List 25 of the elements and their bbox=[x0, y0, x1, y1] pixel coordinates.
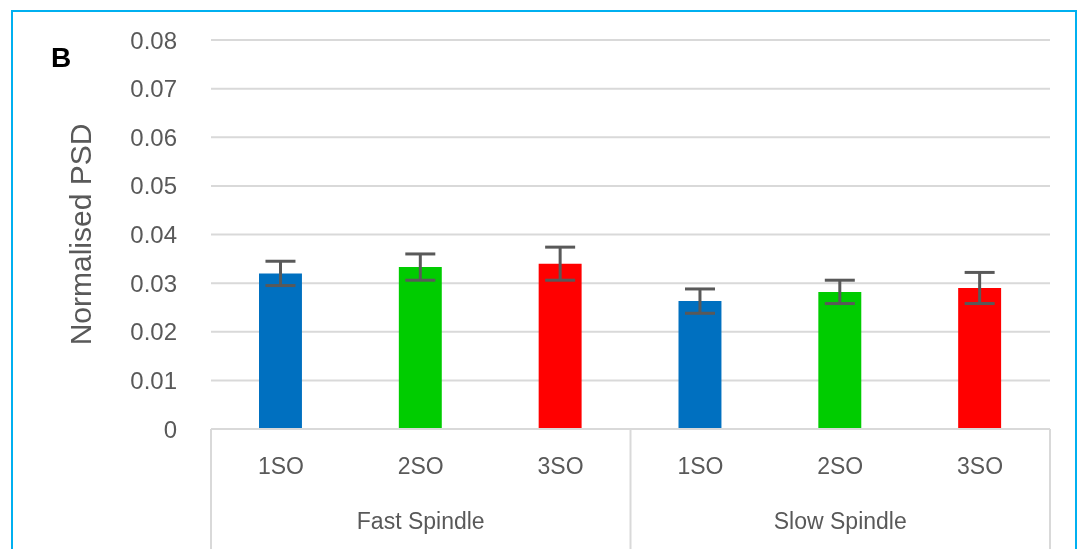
series-label: 3SO bbox=[537, 453, 584, 479]
y-tick-label: 0 bbox=[163, 415, 177, 443]
y-tick-label: 0.02 bbox=[130, 318, 177, 346]
y-tick-label: 0.08 bbox=[130, 26, 177, 54]
series-label: 2SO bbox=[397, 453, 444, 479]
y-tick-label: 0.06 bbox=[130, 123, 177, 151]
x-tick-label: Slow Spindle bbox=[773, 508, 907, 534]
bar bbox=[259, 273, 302, 429]
y-axis-title: Normalised PSD bbox=[63, 123, 97, 346]
y-tick-label: 0.05 bbox=[130, 172, 177, 200]
y-tick-label: 0.03 bbox=[130, 269, 177, 297]
y-tick-label: 0.04 bbox=[130, 221, 177, 249]
text: 1SO bbox=[677, 453, 724, 479]
text: 3SO bbox=[957, 453, 1004, 479]
text: 2SO bbox=[817, 453, 864, 479]
bar bbox=[958, 287, 1002, 429]
bar bbox=[538, 263, 582, 429]
series-label: 1SO bbox=[257, 453, 304, 479]
bar bbox=[678, 301, 722, 429]
y-tick-label: 0.07 bbox=[130, 75, 177, 103]
bar bbox=[398, 267, 442, 429]
bar bbox=[818, 291, 862, 429]
y-tick-label: 0.01 bbox=[130, 366, 177, 394]
x-tick-label: Fast Spindle bbox=[356, 508, 485, 534]
text: B bbox=[51, 42, 72, 74]
